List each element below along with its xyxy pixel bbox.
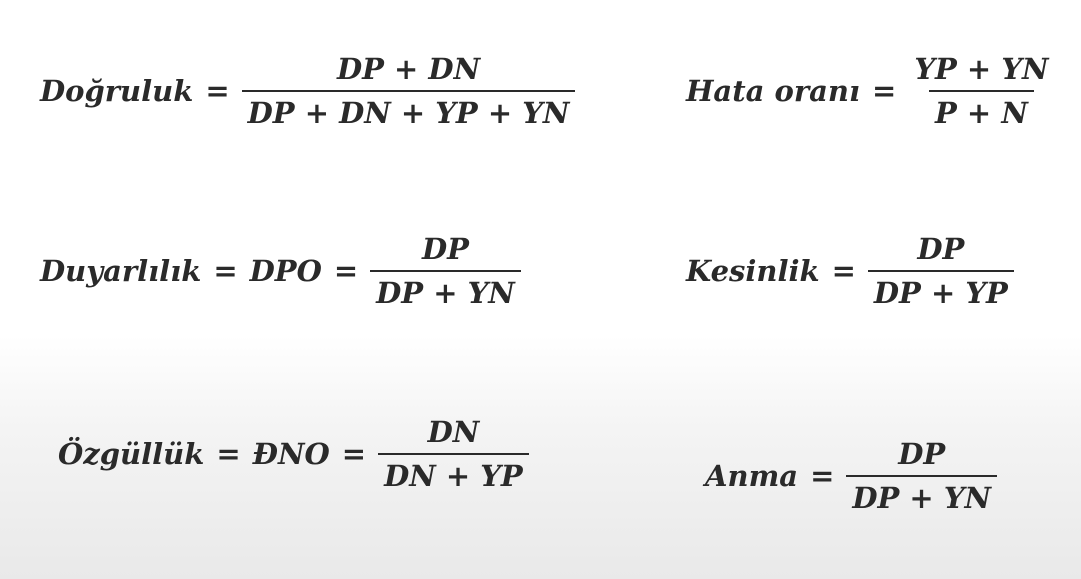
equals-sign: = bbox=[216, 437, 241, 471]
error-rate-formula: Hata oranı = YP + YN P + N bbox=[686, 52, 1055, 130]
error-rate-numerator: YP + YN bbox=[914, 52, 1049, 86]
recall-label: Anma bbox=[705, 459, 799, 493]
sensitivity-fraction: DP DP + YN bbox=[370, 232, 521, 310]
specificity-numerator: DN bbox=[427, 415, 480, 449]
specificity-label: Özgüllük bbox=[58, 437, 205, 471]
accuracy-numerator: DP + DN bbox=[336, 52, 481, 86]
precision-denominator: DP + YP bbox=[867, 270, 1014, 310]
equals-sign: = bbox=[333, 254, 359, 288]
precision-label: Kesinlik bbox=[686, 254, 820, 288]
specificity-fraction: DN DN + YP bbox=[378, 415, 529, 493]
equals-sign: = bbox=[341, 437, 367, 471]
accuracy-fraction: DP + DN DP + DN + YP + YN bbox=[241, 52, 576, 130]
error-rate-fraction: YP + YN P + N bbox=[908, 52, 1054, 130]
precision-formula: Kesinlik = DP DP + YP bbox=[686, 232, 1014, 310]
sensitivity-formula: Duyarlılık = DPO = DP DP + YN bbox=[40, 232, 521, 310]
recall-denominator: DP + YN bbox=[846, 475, 998, 515]
accuracy-denominator: DP + DN + YP + YN bbox=[241, 90, 576, 130]
precision-fraction: DP DP + YP bbox=[867, 232, 1014, 310]
sensitivity-denominator: DP + YN bbox=[370, 270, 521, 310]
equals-sign: = bbox=[810, 459, 835, 493]
accuracy-formula: Doğruluk = DP + DN DP + DN + YP + YN bbox=[40, 52, 576, 130]
equals-sign: = bbox=[831, 254, 856, 288]
sensitivity-abbr: DPO bbox=[249, 254, 322, 288]
specificity-denominator: DN + YP bbox=[378, 453, 529, 493]
equals-sign: = bbox=[205, 74, 230, 108]
accuracy-label: Doğruluk bbox=[40, 74, 194, 108]
recall-fraction: DP DP + YN bbox=[846, 437, 998, 515]
error-rate-denominator: P + N bbox=[929, 90, 1034, 130]
error-rate-label: Hata oranı bbox=[686, 74, 860, 108]
equals-sign: = bbox=[872, 74, 897, 108]
recall-formula: Anma = DP DP + YN bbox=[705, 437, 998, 515]
precision-numerator: DP bbox=[917, 232, 965, 266]
sensitivity-numerator: DP bbox=[422, 232, 469, 266]
specificity-abbr: ĐNO bbox=[252, 437, 330, 471]
specificity-formula: Özgüllük = ĐNO = DN DN + YP bbox=[58, 415, 529, 493]
sensitivity-label: Duyarlılık bbox=[40, 254, 202, 288]
equals-sign: = bbox=[213, 254, 238, 288]
recall-numerator: DP bbox=[898, 437, 946, 471]
